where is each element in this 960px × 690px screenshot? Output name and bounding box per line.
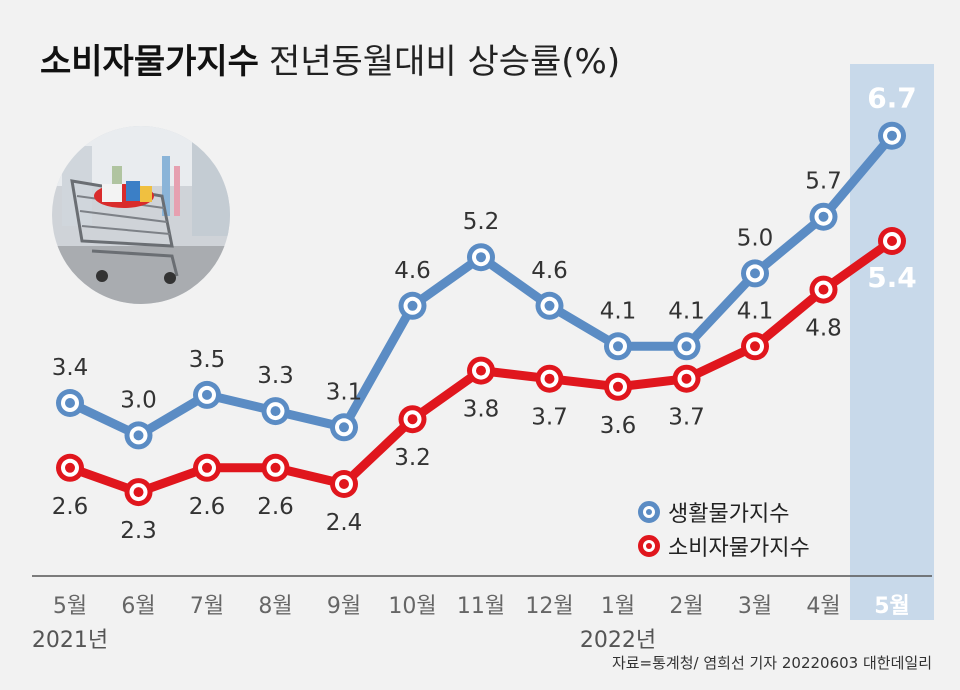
data-label: 4.1 (600, 298, 637, 324)
data-label: 4.8 (805, 316, 842, 342)
x-tick-label: 1월 (601, 594, 635, 619)
chart-title: 소비자물가지수 전년동월대비 상승률(%) (40, 34, 620, 83)
legend-item-cpi: 소비자물가지수 (638, 530, 810, 562)
data-label: 5.0 (737, 225, 774, 251)
data-point-dot (613, 381, 623, 392)
x-tick-label: 5월 (874, 594, 910, 619)
x-tick-label: 6월 (121, 594, 155, 619)
data-point-dot (476, 252, 486, 263)
data-point-dot (887, 236, 897, 246)
x-tick-label: 2월 (669, 594, 703, 619)
data-label: 3.7 (668, 405, 705, 431)
data-point-dot (65, 462, 75, 473)
data-point-dot (750, 268, 760, 279)
data-point-dot (681, 341, 692, 352)
data-label: 2.6 (52, 494, 89, 520)
data-label: 3.6 (600, 413, 637, 439)
data-point-dot (202, 462, 212, 473)
data-label: 4.6 (531, 258, 568, 284)
data-point-dot (544, 373, 555, 384)
title-sub: 전년동월대비 상승률(%) (268, 42, 621, 82)
data-label: 2.4 (326, 510, 363, 536)
data-label: 4.1 (668, 298, 705, 324)
data-point-dot (270, 462, 281, 473)
year-label: 2021년 (32, 628, 108, 653)
highlight-band (850, 64, 934, 620)
legend-label-living: 생활물가지수 (668, 502, 790, 527)
data-point-dot (681, 373, 692, 384)
data-point-dot (202, 389, 212, 400)
data-label: 3.8 (463, 397, 500, 423)
data-label: 5.4 (867, 261, 917, 294)
data-label: 3.5 (189, 347, 226, 373)
series-line (65, 131, 897, 440)
data-label: 6.7 (867, 82, 917, 115)
legend-marker-blue-icon (638, 501, 660, 523)
x-tick-label: 10월 (388, 594, 436, 619)
x-tick-label: 12월 (525, 594, 573, 619)
data-point-dot (339, 479, 349, 489)
data-label: 4.6 (394, 258, 431, 284)
data-label: 3.1 (326, 379, 363, 405)
x-tick-label: 7월 (190, 594, 224, 619)
x-tick-label: 8월 (258, 594, 292, 619)
data-point-dot (65, 398, 75, 408)
data-label: 3.3 (257, 363, 294, 389)
legend-marker-red-icon (638, 535, 660, 557)
data-label: 3.0 (120, 387, 157, 413)
data-label: 5.7 (805, 169, 842, 195)
x-tick-label: 4월 (806, 594, 840, 619)
data-label: 2.6 (189, 494, 226, 520)
data-point-dot (887, 130, 897, 141)
data-point-dot (544, 300, 555, 311)
data-point-dot (750, 341, 760, 352)
data-label: 3.7 (531, 405, 568, 431)
data-label: 3.2 (394, 445, 431, 471)
x-tick-label: 11월 (457, 594, 505, 619)
data-point-dot (476, 365, 486, 376)
data-point-dot (407, 414, 418, 425)
title-main: 소비자물가지수 (40, 42, 259, 82)
year-label: 2022년 (580, 628, 656, 653)
data-label: 4.1 (737, 298, 774, 324)
data-label: 3.4 (52, 355, 89, 381)
x-tick-label: 5월 (53, 594, 87, 619)
data-label: 5.2 (463, 209, 500, 235)
data-point-dot (133, 430, 144, 441)
x-tick-label: 3월 (738, 594, 772, 619)
source-note: 자료=통계청/ 염희선 기자 20220603 대한데일리 (611, 654, 932, 672)
legend-label-cpi: 소비자물가지수 (668, 536, 810, 561)
x-tick-label: 9월 (327, 594, 361, 619)
data-point-dot (818, 284, 829, 295)
data-point-dot (339, 422, 349, 433)
data-point-dot (270, 406, 281, 417)
data-label: 2.6 (257, 494, 294, 520)
data-point-dot (613, 341, 623, 352)
legend-item-living: 생활물가지수 (638, 496, 789, 528)
data-point-dot (407, 300, 418, 311)
data-point-dot (818, 211, 829, 222)
data-point-dot (133, 487, 144, 498)
data-label: 2.3 (120, 518, 157, 544)
